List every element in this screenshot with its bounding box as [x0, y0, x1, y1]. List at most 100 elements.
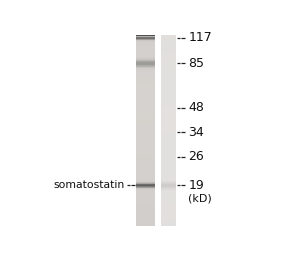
Bar	[162, 126, 176, 127]
Bar	[136, 183, 155, 184]
Bar	[162, 67, 176, 68]
Bar	[162, 154, 176, 155]
Bar	[162, 93, 176, 94]
Bar	[162, 63, 176, 64]
Bar	[136, 70, 155, 71]
Bar	[162, 173, 176, 174]
Bar	[162, 159, 176, 160]
Bar	[136, 141, 155, 142]
Bar	[162, 72, 176, 73]
Bar	[136, 223, 155, 224]
Bar	[136, 165, 155, 166]
Bar	[136, 46, 155, 47]
Bar	[162, 76, 176, 77]
Bar	[136, 150, 155, 151]
Bar	[136, 202, 155, 203]
Bar	[162, 48, 176, 49]
Bar	[162, 68, 176, 69]
Bar	[136, 72, 155, 73]
Bar	[136, 73, 155, 74]
Bar	[162, 116, 176, 117]
Bar	[162, 79, 176, 80]
Text: 26: 26	[188, 150, 204, 163]
Bar	[136, 200, 155, 201]
Bar	[162, 46, 176, 47]
Bar	[136, 132, 155, 133]
Bar	[136, 118, 155, 119]
Bar	[162, 143, 176, 144]
Bar	[162, 84, 176, 85]
Bar	[162, 112, 176, 113]
Bar	[162, 94, 176, 95]
Bar	[162, 155, 176, 156]
Bar	[162, 178, 176, 179]
Bar	[136, 148, 155, 149]
Bar	[162, 174, 176, 175]
Bar	[136, 226, 155, 227]
Bar	[162, 210, 176, 211]
Bar	[136, 193, 155, 194]
Bar	[136, 190, 155, 191]
Bar	[162, 62, 176, 63]
Bar	[136, 83, 155, 84]
Bar	[136, 169, 155, 170]
Bar	[136, 188, 155, 189]
Bar	[162, 169, 176, 170]
Bar	[162, 164, 176, 165]
Bar	[162, 123, 176, 124]
Bar	[162, 99, 176, 100]
Bar	[136, 35, 155, 36]
Bar	[136, 114, 155, 115]
Bar	[136, 116, 155, 117]
Bar	[162, 139, 176, 140]
Bar	[162, 131, 176, 132]
Bar	[136, 93, 155, 94]
Bar	[162, 89, 176, 90]
Bar	[162, 71, 176, 72]
Bar	[136, 57, 155, 58]
Bar	[136, 159, 155, 160]
Bar	[162, 101, 176, 102]
Bar	[136, 136, 155, 137]
Bar	[162, 207, 176, 208]
Bar	[162, 61, 176, 62]
Bar	[162, 181, 176, 182]
Bar	[136, 180, 155, 181]
Bar	[136, 177, 155, 178]
Bar	[162, 42, 176, 43]
Bar	[162, 175, 176, 176]
Bar	[136, 68, 155, 69]
Bar	[162, 138, 176, 139]
Bar	[162, 106, 176, 107]
Bar	[162, 55, 176, 56]
Bar	[136, 135, 155, 136]
Bar	[162, 82, 176, 83]
Bar	[136, 120, 155, 121]
Bar	[136, 185, 155, 186]
Bar	[162, 115, 176, 116]
Bar	[136, 159, 155, 160]
Bar	[162, 51, 176, 52]
Bar	[162, 50, 176, 51]
Bar	[162, 65, 176, 66]
Bar	[162, 117, 176, 118]
Bar	[162, 42, 176, 43]
Bar	[162, 85, 176, 86]
Bar	[136, 60, 155, 61]
Bar	[162, 192, 176, 193]
Bar	[162, 40, 176, 41]
Bar	[136, 40, 155, 41]
Bar	[136, 97, 155, 98]
Bar	[162, 220, 176, 221]
Bar	[162, 73, 176, 74]
Bar	[136, 122, 155, 123]
Bar	[162, 208, 176, 209]
Bar	[162, 86, 176, 87]
Bar	[162, 82, 176, 83]
Bar	[136, 37, 155, 38]
Bar	[136, 143, 155, 144]
Bar	[162, 128, 176, 129]
Bar	[136, 157, 155, 158]
Bar	[162, 201, 176, 202]
Bar	[136, 107, 155, 108]
